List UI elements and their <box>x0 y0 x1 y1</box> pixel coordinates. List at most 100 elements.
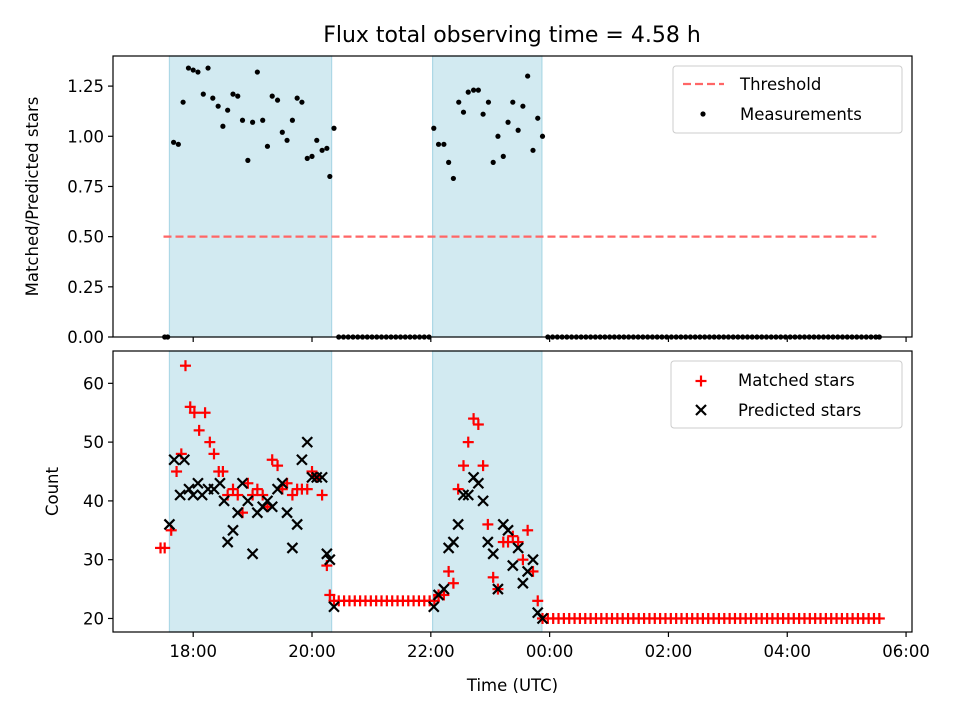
observing-interval-shade <box>168 55 333 338</box>
y-tick-label: 0.75 <box>67 177 104 196</box>
cross-b <box>227 524 239 537</box>
predicted-star-point <box>281 506 293 519</box>
matched-star-point <box>179 360 191 372</box>
measurement-point <box>460 109 467 115</box>
measurement-point <box>465 89 471 95</box>
matched-star-point <box>266 454 278 466</box>
measurement-point <box>250 119 256 125</box>
matched-star-point <box>204 436 216 448</box>
cross-b <box>316 471 328 484</box>
measurement-point <box>210 95 216 101</box>
predicted-star-point <box>227 524 239 537</box>
matched-star-point <box>873 612 885 624</box>
measurement-point <box>170 139 177 145</box>
predicted-star-point <box>286 542 299 554</box>
predicted-star-point <box>321 548 333 560</box>
cross-b <box>192 477 204 490</box>
cross-b <box>291 518 303 531</box>
cross-b <box>266 501 278 513</box>
predicted-star-point <box>527 553 539 566</box>
measurement-point <box>435 141 442 147</box>
cross-b <box>452 518 464 531</box>
matched-star-point <box>502 536 514 548</box>
predicted-star-point <box>487 548 499 560</box>
measurement-point <box>319 147 325 153</box>
matched-star-point <box>324 589 336 601</box>
measurement-point <box>195 69 201 75</box>
matched-star-point <box>199 407 211 419</box>
matched-star-point <box>507 530 519 542</box>
cross-b <box>163 518 176 531</box>
measurement-point <box>490 159 496 165</box>
cross-b <box>428 600 440 613</box>
measurement-point <box>235 93 241 99</box>
legend-ratio: Threshold Measurements <box>672 65 903 134</box>
matched-star-point <box>272 460 284 472</box>
matched-star-point <box>188 407 200 419</box>
cross-b <box>472 477 485 490</box>
cross-b <box>281 506 293 519</box>
cross-b <box>328 600 340 613</box>
predicted-star-point <box>306 471 318 484</box>
x-tick-label: 02:00 <box>645 642 693 661</box>
cross-b <box>221 536 234 548</box>
measurement-point <box>485 99 492 105</box>
legend-box <box>672 65 903 134</box>
matched-star-point <box>517 554 529 566</box>
x-tick-label: 04:00 <box>763 642 811 661</box>
predicted-star-point <box>328 600 340 613</box>
matched-star-point <box>477 460 489 472</box>
predicted-star-point <box>246 548 259 560</box>
measurement-point <box>441 141 447 147</box>
predicted-star-point <box>291 518 303 531</box>
predicted-star-point <box>242 495 254 507</box>
measurement-point <box>200 91 206 97</box>
predicted-star-point <box>457 489 470 501</box>
matched-star-point <box>532 595 544 607</box>
predicted-star-point <box>231 506 244 519</box>
measurement-point <box>525 73 531 79</box>
cross-b <box>477 495 489 507</box>
axes-frame <box>112 55 913 338</box>
x-tick-label: 20:00 <box>288 642 336 661</box>
cross-b <box>178 453 191 466</box>
y-tick-label: 30 <box>83 551 104 570</box>
measurement-point <box>470 87 477 93</box>
measurement-point <box>530 147 536 153</box>
y-tick-label: 1.00 <box>67 127 104 146</box>
predicted-star-point <box>218 495 230 507</box>
cross-b <box>174 489 186 501</box>
measurement-point <box>185 65 192 71</box>
measurement-point <box>515 127 521 133</box>
cross-b <box>286 542 299 554</box>
matched-star-point <box>208 448 220 460</box>
cross-b <box>236 477 249 490</box>
measurement-point <box>475 87 481 93</box>
cross-b <box>183 483 195 495</box>
cross-b <box>231 506 244 519</box>
x-tick-label: 00:00 <box>526 642 574 661</box>
y-tick-label: 0.50 <box>67 228 104 247</box>
measurement-point <box>180 99 186 105</box>
matched-star-point <box>184 401 196 413</box>
cross-b <box>521 565 534 578</box>
cross-b <box>462 489 475 501</box>
predicted-star-point <box>462 489 475 501</box>
cross-b <box>168 453 180 466</box>
cross-b <box>438 583 450 595</box>
matched-star-point <box>251 483 263 495</box>
measurement-point <box>520 103 526 109</box>
predicted-star-point <box>183 483 195 495</box>
predicted-star-point <box>168 453 180 466</box>
predicted-star-point <box>447 536 460 548</box>
measurement-point <box>450 175 456 182</box>
measurement-point <box>510 99 516 105</box>
legend-predicted-marker <box>695 404 707 416</box>
predicted-star-point <box>517 577 529 589</box>
cross-b <box>301 436 314 448</box>
measurement-point <box>309 153 315 159</box>
x-axis-label: Time (UTC) <box>466 676 558 695</box>
matched-star-point <box>227 483 239 495</box>
predicted-star-point <box>482 536 494 548</box>
measurement-point <box>324 145 330 151</box>
